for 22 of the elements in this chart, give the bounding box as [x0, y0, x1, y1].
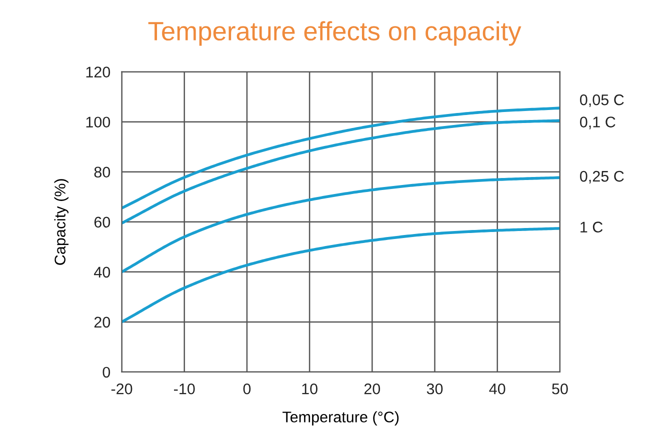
x-tick-label: 10	[302, 383, 318, 394]
x-tick-label: -10	[174, 383, 195, 394]
chart-title: Temperature effects on capacity	[148, 21, 522, 46]
y-tick-label: 20	[94, 316, 110, 328]
y-tick-label: 40	[94, 266, 110, 278]
y-tick-label: 0	[102, 366, 110, 378]
y-tick-label: 100	[86, 116, 110, 128]
series-label: 0,05 C	[580, 94, 624, 108]
y-axis-title: Capacity (%)	[54, 179, 68, 265]
y-tick-label: 80	[94, 166, 110, 178]
series-label: 0,25 C	[580, 170, 624, 184]
x-tick-label: 20	[364, 383, 380, 394]
series-label: 1 C	[580, 222, 603, 232]
x-tick-label: 50	[552, 383, 568, 394]
y-tick-label: 120	[86, 66, 110, 78]
x-tick-label: 30	[426, 383, 443, 394]
x-tick-label: -20	[111, 383, 132, 394]
y-tick-label: 60	[94, 216, 110, 228]
x-tick-label: 40	[489, 383, 506, 394]
series-label: 0,1 C	[580, 116, 616, 130]
x-axis-title: Temperature (°C)	[282, 411, 399, 426]
x-tick-label: 0	[243, 383, 251, 394]
